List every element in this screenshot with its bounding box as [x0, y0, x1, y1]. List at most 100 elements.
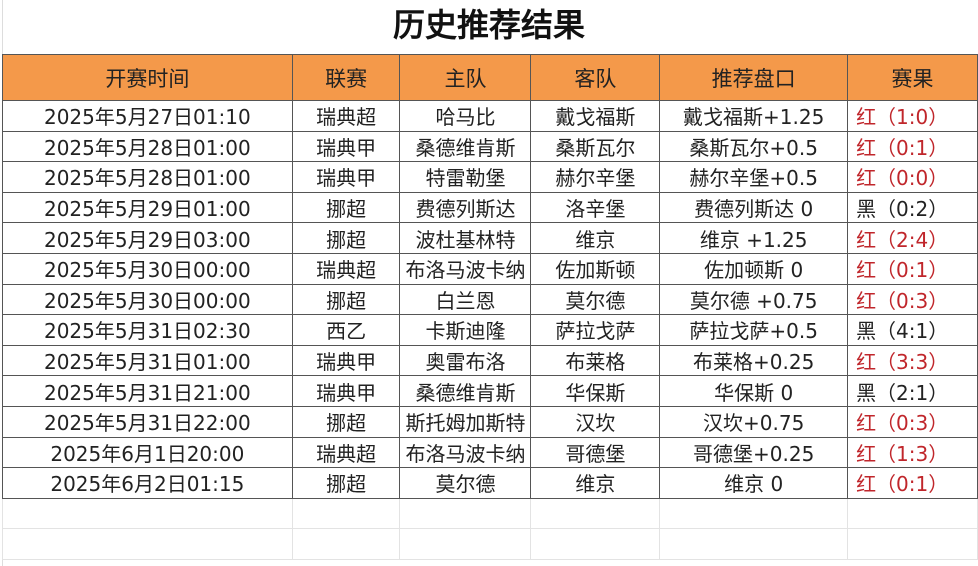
empty-cell[interactable] [530, 528, 661, 560]
cell-away[interactable]: 布莱格 [530, 344, 661, 377]
cell-home[interactable]: 布洛马波卡纳 [399, 436, 532, 469]
empty-cell[interactable] [2, 497, 293, 530]
empty-cell[interactable] [847, 528, 978, 560]
empty-cell[interactable] [659, 528, 849, 560]
empty-cell[interactable] [2, 528, 293, 560]
cell-league[interactable]: 瑞典甲 [291, 161, 401, 193]
cell-pick[interactable]: 费德列斯达 0 [659, 191, 849, 224]
cell-home[interactable]: 特雷勒堡 [399, 161, 532, 193]
cell-league[interactable]: 西乙 [291, 314, 401, 346]
cell-pick[interactable]: 萨拉戈萨+0.5 [659, 314, 849, 346]
empty-cell[interactable] [530, 497, 661, 530]
cell-home[interactable]: 桑德维肯斯 [399, 375, 532, 407]
cell-result[interactable]: 红（0:3） [847, 283, 978, 316]
cell-pick[interactable]: 莫尔德 +0.75 [659, 283, 849, 316]
cell-pick[interactable]: 华保斯 0 [659, 375, 849, 407]
cell-result[interactable]: 红（1:3） [847, 436, 978, 469]
header-away[interactable]: 客队 [530, 54, 661, 101]
cell-league[interactable]: 挪超 [291, 405, 401, 438]
header-time[interactable]: 开赛时间 [2, 54, 293, 101]
table-row: 2025年5月29日01:00 挪超 费德列斯达 洛辛堡 费德列斯达 0 黑（0:2） [2, 191, 978, 224]
cell-away[interactable]: 桑斯瓦尔 [530, 130, 661, 163]
header-league[interactable]: 联赛 [291, 54, 401, 101]
empty-cell[interactable] [399, 497, 532, 530]
cell-time[interactable]: 2025年5月31日22:00 [2, 405, 293, 438]
cell-result[interactable]: 红（1:0） [847, 100, 978, 132]
cell-result[interactable]: 红（0:1） [847, 467, 978, 499]
cell-home[interactable]: 费德列斯达 [399, 191, 532, 224]
cell-time[interactable]: 2025年5月30日00:00 [2, 283, 293, 316]
cell-result[interactable]: 红（0:3） [847, 405, 978, 438]
cell-time[interactable]: 2025年5月30日00:00 [2, 252, 293, 285]
empty-cell[interactable] [847, 497, 978, 530]
cell-away[interactable]: 莫尔德 [530, 283, 661, 316]
cell-league[interactable]: 瑞典超 [291, 436, 401, 469]
cell-league[interactable]: 挪超 [291, 467, 401, 499]
cell-league[interactable]: 挪超 [291, 283, 401, 316]
cell-home[interactable]: 斯托姆加斯特 [399, 405, 532, 438]
cell-league[interactable]: 瑞典甲 [291, 344, 401, 377]
cell-pick[interactable]: 哥德堡+0.25 [659, 436, 849, 469]
cell-time[interactable]: 2025年6月1日20:00 [2, 436, 293, 469]
cell-away[interactable]: 维京 [530, 222, 661, 254]
cell-time[interactable]: 2025年5月28日01:00 [2, 130, 293, 163]
cell-time[interactable]: 2025年5月29日01:00 [2, 191, 293, 224]
cell-time[interactable]: 2025年5月31日01:00 [2, 344, 293, 377]
cell-away[interactable]: 汉坎 [530, 405, 661, 438]
table-row: 2025年5月28日01:00 瑞典甲 桑德维肯斯 桑斯瓦尔 桑斯瓦尔+0.5 红（0:1… [2, 130, 978, 163]
cell-pick[interactable]: 赫尔辛堡+0.5 [659, 161, 849, 193]
cell-league[interactable]: 瑞典超 [291, 100, 401, 132]
cell-result[interactable]: 红（0:1） [847, 130, 978, 163]
cell-result[interactable]: 红（0:0） [847, 161, 978, 193]
cell-away[interactable]: 维京 [530, 467, 661, 499]
cell-pick[interactable]: 戴戈福斯+1.25 [659, 100, 849, 132]
cell-away[interactable]: 赫尔辛堡 [530, 161, 661, 193]
empty-cell[interactable] [399, 528, 532, 560]
cell-pick[interactable]: 桑斯瓦尔+0.5 [659, 130, 849, 163]
cell-home[interactable]: 哈马比 [399, 100, 532, 132]
empty-cell[interactable] [291, 497, 401, 530]
cell-pick[interactable]: 佐加顿斯 0 [659, 252, 849, 285]
cell-time[interactable]: 2025年5月31日21:00 [2, 375, 293, 407]
cell-home[interactable]: 桑德维肯斯 [399, 130, 532, 163]
cell-pick[interactable]: 布莱格+0.25 [659, 344, 849, 377]
table-row: 2025年5月30日00:00 挪超 白兰恩 莫尔德 莫尔德 +0.75 红（0:3） [2, 283, 978, 316]
header-home[interactable]: 主队 [399, 54, 532, 101]
cell-home[interactable]: 布洛马波卡纳 [399, 252, 532, 285]
header-result[interactable]: 赛果 [847, 54, 978, 101]
header-pick[interactable]: 推荐盘口 [659, 54, 849, 101]
cell-away[interactable]: 佐加斯顿 [530, 252, 661, 285]
cell-pick[interactable]: 汉坎+0.75 [659, 405, 849, 438]
cell-result[interactable]: 黑（0:2） [847, 191, 978, 224]
cell-league[interactable]: 瑞典甲 [291, 130, 401, 163]
cell-result[interactable]: 红（3:3） [847, 344, 978, 377]
cell-away[interactable]: 洛辛堡 [530, 191, 661, 224]
cell-home[interactable]: 卡斯迪隆 [399, 314, 532, 346]
cell-result[interactable]: 黑（4:1） [847, 314, 978, 346]
cell-result[interactable]: 黑（2:1） [847, 375, 978, 407]
cell-league[interactable]: 瑞典超 [291, 252, 401, 285]
cell-time[interactable]: 2025年5月31日02:30 [2, 314, 293, 346]
cell-home[interactable]: 白兰恩 [399, 283, 532, 316]
cell-time[interactable]: 2025年5月28日01:00 [2, 161, 293, 193]
cell-result[interactable]: 红（0:1） [847, 252, 978, 285]
cell-away[interactable]: 哥德堡 [530, 436, 661, 469]
cell-league[interactable]: 瑞典甲 [291, 375, 401, 407]
cell-time[interactable]: 2025年5月27日01:10 [2, 100, 293, 132]
cell-home[interactable]: 奥雷布洛 [399, 344, 532, 377]
cell-home[interactable]: 莫尔德 [399, 467, 532, 499]
cell-time[interactable]: 2025年5月29日03:00 [2, 222, 293, 254]
cell-result[interactable]: 红（2:4） [847, 222, 978, 254]
empty-cell[interactable] [291, 528, 401, 560]
cell-league[interactable]: 挪超 [291, 222, 401, 254]
cell-time[interactable]: 2025年6月2日01:15 [2, 467, 293, 499]
empty-cell[interactable] [659, 497, 849, 530]
cell-away[interactable]: 戴戈福斯 [530, 100, 661, 132]
table-row: 2025年5月28日01:00 瑞典甲 特雷勒堡 赫尔辛堡 赫尔辛堡+0.5 红（0:0） [2, 161, 978, 193]
cell-away[interactable]: 华保斯 [530, 375, 661, 407]
cell-home[interactable]: 波杜基林特 [399, 222, 532, 254]
cell-league[interactable]: 挪超 [291, 191, 401, 224]
cell-pick[interactable]: 维京 +1.25 [659, 222, 849, 254]
cell-pick[interactable]: 维京 0 [659, 467, 849, 499]
cell-away[interactable]: 萨拉戈萨 [530, 314, 661, 346]
